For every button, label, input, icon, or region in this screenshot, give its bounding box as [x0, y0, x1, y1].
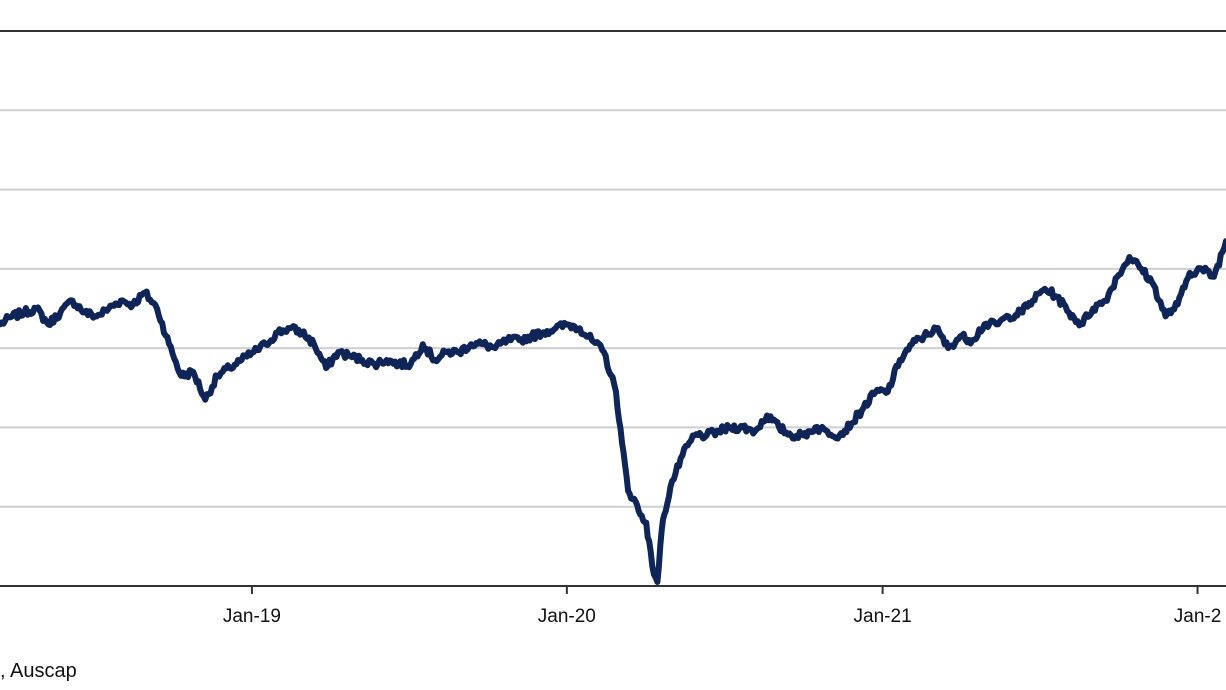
x-tick-label: Jan-20: [538, 606, 596, 627]
x-tick-label: Jan-2: [1174, 606, 1222, 627]
series-line: [0, 238, 1226, 585]
x-tick-label: Jan-19: [223, 606, 281, 627]
series-layer: [0, 238, 1226, 585]
gridlines: [0, 109, 1226, 508]
x-axis-ticks: Jan-19 Jan-20 Jan-21 Jan-2: [223, 586, 1221, 627]
source-note: , Auscap: [0, 660, 77, 682]
x-tick-label: Jan-21: [854, 606, 912, 627]
